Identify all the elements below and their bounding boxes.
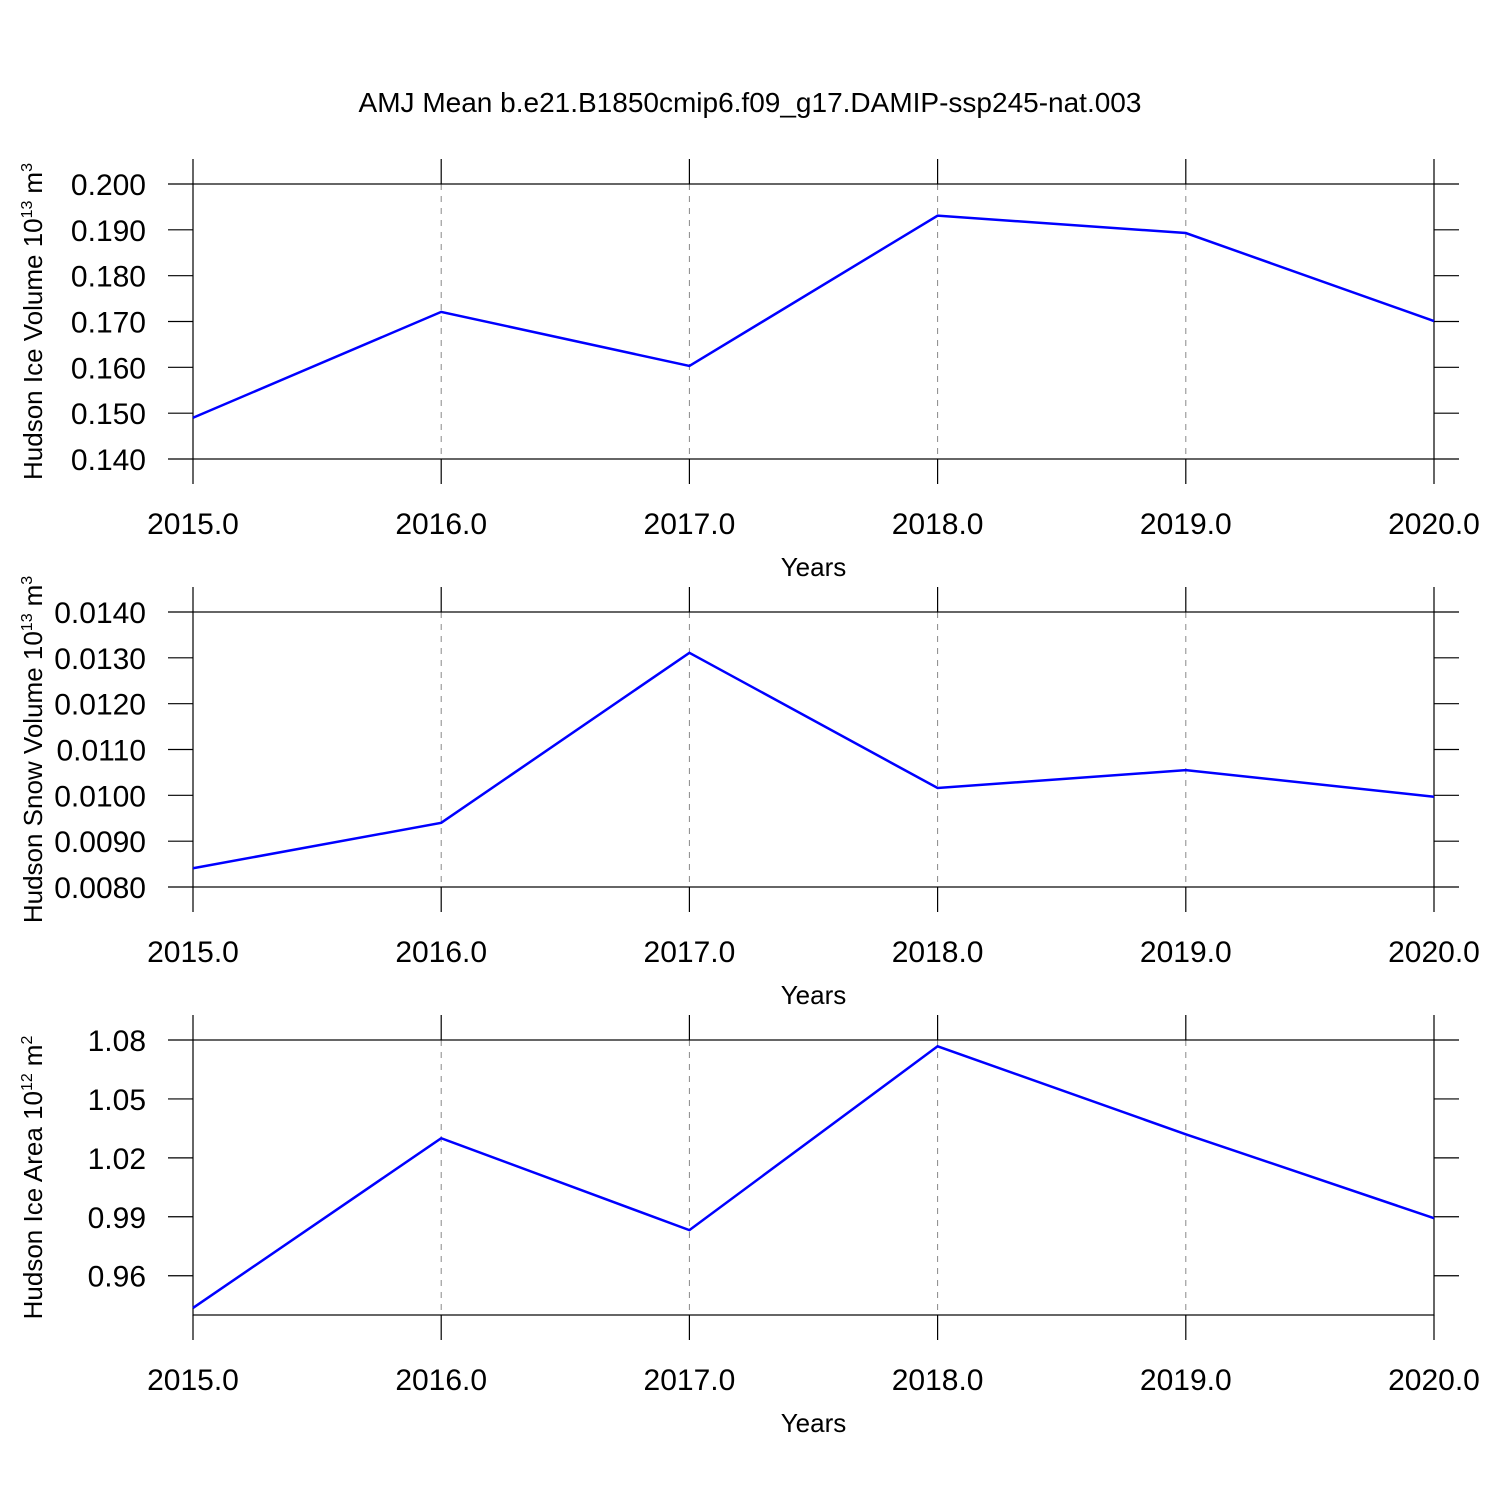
y-axis-title-unit-exponent: 3 xyxy=(19,576,36,585)
y-axis-title: Hudson Ice Volume 1013 m3 xyxy=(18,163,48,480)
y-axis-title-unit: m xyxy=(18,585,48,607)
y-axis-title: Hudson Snow Volume 1013 m3 xyxy=(18,576,48,923)
y-tick-label: 0.200 xyxy=(71,169,146,202)
x-tick-label: 2018.0 xyxy=(892,936,984,969)
y-tick-label: 0.150 xyxy=(71,398,146,431)
x-tick-label: 2017.0 xyxy=(644,936,736,969)
y-axis-title-exponent: 12 xyxy=(19,1073,36,1091)
y-tick-label: 0.190 xyxy=(71,215,146,248)
y-tick-label: 0.170 xyxy=(71,307,146,340)
y-axis-title-exponent: 13 xyxy=(19,200,36,218)
y-axis-title-exponent: 13 xyxy=(19,613,36,631)
panel: 2015.0 2016.0 2017.0 2018.0 2019.0 2020.0 0.00… xyxy=(18,576,1480,1010)
plot-frame xyxy=(192,1039,1435,1316)
y-axis-title: Hudson Ice Area 1012 m2 xyxy=(18,1036,48,1320)
y-axis-title-unit-exponent: 2 xyxy=(19,1036,36,1045)
x-tick-label: 2018.0 xyxy=(892,1364,984,1397)
x-axis-title: Years xyxy=(781,552,847,582)
y-tick-label: 0.0100 xyxy=(54,780,146,813)
x-tick-label: 2016.0 xyxy=(395,508,487,541)
y-tick-label: 1.08 xyxy=(88,1025,146,1058)
x-tick-label: 2015.0 xyxy=(147,936,239,969)
y-axis-title-unit: m xyxy=(18,172,48,194)
y-axis-title-unit: m xyxy=(18,1045,48,1067)
plot-frame xyxy=(192,611,1435,888)
plot-frame xyxy=(192,183,1435,460)
y-axis-title-unit-exponent: 3 xyxy=(19,163,36,172)
x-tick-label: 2019.0 xyxy=(1140,1364,1232,1397)
data-line xyxy=(192,214,1435,419)
x-tick-label: 2019.0 xyxy=(1140,936,1232,969)
x-axis-title: Years xyxy=(781,1408,847,1438)
x-tick-label: 2017.0 xyxy=(644,508,736,541)
y-tick-label: 0.0080 xyxy=(54,872,146,905)
panel: 2015.0 2016.0 2017.0 2018.0 2019.0 2020.0 0.96… xyxy=(18,1015,1480,1438)
data-line xyxy=(192,651,1435,870)
x-tick-label: 2019.0 xyxy=(1140,508,1232,541)
y-tick-label: 0.0090 xyxy=(54,826,146,859)
y-tick-label: 0.96 xyxy=(88,1261,146,1294)
x-tick-label: 2016.0 xyxy=(395,936,487,969)
y-tick-label: 0.180 xyxy=(71,261,146,294)
y-tick-label: 0.0110 xyxy=(56,735,146,768)
y-tick-label: 0.99 xyxy=(88,1202,146,1235)
y-tick-label: 1.02 xyxy=(88,1143,146,1176)
y-axis-title-text: Hudson Ice Volume 10 xyxy=(18,218,48,480)
y-axis-title-text: Hudson Snow Volume 10 xyxy=(18,631,48,923)
y-tick-label: 0.0140 xyxy=(54,597,146,630)
y-tick-label: 0.0120 xyxy=(54,689,146,722)
x-tick-label: 2017.0 xyxy=(644,1364,736,1397)
x-tick-label: 2016.0 xyxy=(395,1364,487,1397)
y-tick-label: 1.05 xyxy=(88,1084,146,1117)
x-axis-title: Years xyxy=(781,980,847,1010)
figure-title: AMJ Mean b.e21.B1850cmip6.f09_g17.DAMIP-… xyxy=(359,87,1142,118)
y-tick-label: 0.160 xyxy=(71,352,146,385)
x-tick-label: 2020.0 xyxy=(1388,936,1480,969)
x-tick-label: 2015.0 xyxy=(147,508,239,541)
x-tick-label: 2020.0 xyxy=(1388,508,1480,541)
panel: 2015.0 2016.0 2017.0 2018.0 2019.0 2020.0 0.14… xyxy=(18,159,1480,582)
y-tick-label: 0.0130 xyxy=(54,643,146,676)
y-tick-label: 0.140 xyxy=(71,444,146,477)
x-tick-label: 2020.0 xyxy=(1388,1364,1480,1397)
y-axis-title-text: Hudson Ice Area 10 xyxy=(18,1091,48,1319)
x-tick-label: 2015.0 xyxy=(147,1364,239,1397)
data-line xyxy=(192,1044,1435,1309)
x-tick-label: 2018.0 xyxy=(892,508,984,541)
